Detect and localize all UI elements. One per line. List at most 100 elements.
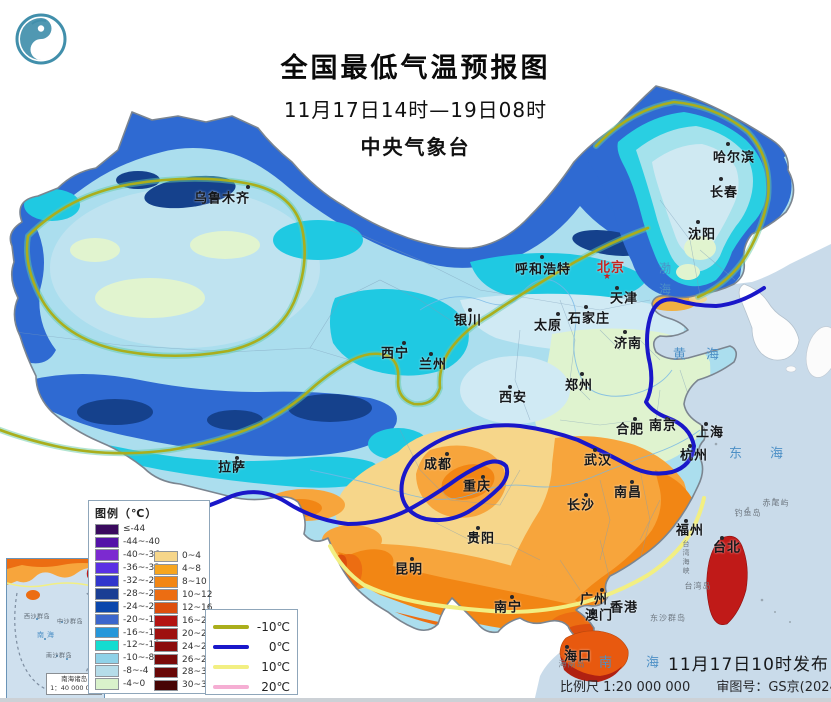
meteorological-logo-icon xyxy=(15,13,67,65)
legend-label: 24~26 xyxy=(182,641,213,652)
legend-label: 0~4 xyxy=(182,551,201,562)
legend-label: -40~-36 xyxy=(123,550,160,561)
legend-row: -24~-20 xyxy=(95,600,160,613)
isotherm-swatch xyxy=(213,685,249,689)
legend-row: -10~-8 xyxy=(95,652,160,665)
legend-swatch xyxy=(95,665,119,677)
legend-swatch xyxy=(95,588,119,600)
city-label-haikou: 海口 xyxy=(563,649,593,665)
image-bottom-edge xyxy=(0,698,831,702)
city-marker-guiyang xyxy=(476,526,480,530)
city-label-nanchang: 南昌 xyxy=(613,485,643,501)
legend-swatch xyxy=(154,589,178,601)
city-label-shanghai: 上海 xyxy=(695,425,725,441)
city-marker-hefei xyxy=(633,417,637,421)
japan-island xyxy=(805,326,831,378)
city-marker-changchun xyxy=(719,177,723,181)
city-label-taiyuan: 太原 xyxy=(533,318,563,334)
map-scale-line: 比例尺 1:20 000 000 审图号：GS京(2024)0236号 xyxy=(560,676,831,695)
legend-row: -32~-28 xyxy=(95,575,160,588)
city-marker-macau xyxy=(591,611,595,615)
legend-swatch xyxy=(154,640,178,653)
legend-label: 4~8 xyxy=(182,564,201,575)
legend-label: -12~-10 xyxy=(123,640,160,651)
isotherm-minus10 xyxy=(0,99,772,457)
isotherm-label: 10℃ xyxy=(261,660,290,674)
city-marker-harbin xyxy=(726,142,730,146)
inset-label-zhongsha: 中沙群岛 xyxy=(56,618,84,626)
legend-row: -36~-32 xyxy=(95,562,160,575)
sea-label-huanghai: 黄海 xyxy=(672,347,740,363)
inset-label-nansha: 南沙群岛 xyxy=(45,652,73,660)
inset-title: 南海诸岛 xyxy=(61,675,88,684)
legend-swatch xyxy=(95,562,119,574)
legend-label: 26~28 xyxy=(182,654,213,665)
city-label-yinchuan: 银川 xyxy=(453,313,483,329)
legend-row: -44~-40 xyxy=(95,536,160,549)
legend-swatch xyxy=(95,575,119,587)
island-label-hainandao: 海南岛 xyxy=(558,659,586,669)
city-marker-chengdu xyxy=(445,452,449,456)
legend-swatch xyxy=(154,653,178,666)
city-marker-nanchang xyxy=(630,480,634,484)
city-marker-xining xyxy=(402,341,406,345)
city-label-hongkong: 香港 xyxy=(609,600,639,616)
city-label-fuzhou: 福州 xyxy=(675,523,705,539)
legend-row: -8~-4 xyxy=(95,665,160,678)
isotherm-swatch xyxy=(213,625,249,629)
city-label-hefei: 合肥 xyxy=(615,422,645,438)
isotherm-swatch xyxy=(213,645,249,649)
isotherm-legend-row: 0℃ xyxy=(213,637,290,657)
city-marker-taipei xyxy=(720,536,724,540)
bohai-warm-patch xyxy=(648,295,696,311)
isotherm-legend-row: 10℃ xyxy=(213,657,290,677)
legend-label: -24~-20 xyxy=(123,601,160,612)
legend-swatch xyxy=(95,652,119,665)
city-label-lanzhou: 兰州 xyxy=(418,357,448,373)
city-label-hangzhou: 杭州 xyxy=(679,448,709,464)
legend-label: -16~-12 xyxy=(123,627,160,638)
legend-row: -4~0 xyxy=(95,678,160,691)
legend-label: -10~-8 xyxy=(123,653,155,664)
legend-label: -20~-16 xyxy=(123,614,160,625)
city-label-chengdu: 成都 xyxy=(423,457,453,473)
korea-landmass xyxy=(738,283,800,361)
legend-label: -4~0 xyxy=(123,679,146,690)
legend-swatch xyxy=(154,602,178,614)
city-label-shenyang: 沈阳 xyxy=(687,227,717,243)
city-marker-urumqi xyxy=(246,185,250,189)
city-label-xian: 西安 xyxy=(498,390,528,406)
legend-label: -28~-24 xyxy=(123,588,160,599)
legend-row: -28~-24 xyxy=(95,587,160,600)
legend-row: 12~16 xyxy=(154,602,212,615)
legend-label: -8~-4 xyxy=(123,666,149,677)
legend-row: ≤-44 xyxy=(95,523,160,536)
legend-row: 26~28 xyxy=(154,653,212,666)
isotherm-label: 20℃ xyxy=(261,680,290,694)
temperature-legend: 图例（℃） ≤-44 -44~-40 -40~-36 -36~-32 -32~-… xyxy=(88,500,213,694)
city-marker-nanning xyxy=(510,595,514,599)
city-label-chongqing: 重庆 xyxy=(462,479,492,495)
legend-row: -16~-12 xyxy=(95,626,160,639)
city-marker-lanzhou xyxy=(429,352,433,356)
isotherms xyxy=(0,99,772,614)
isotherm-swatch xyxy=(213,665,249,669)
city-marker-guangzhou xyxy=(600,588,604,592)
taiwan-island xyxy=(706,535,748,625)
legend-swatch xyxy=(95,601,119,613)
city-marker-haikou xyxy=(565,645,569,649)
city-label-shijiazhuang: 石家庄 xyxy=(567,311,611,327)
legend-row: 4~8 xyxy=(154,563,212,576)
legend-label: -32~-28 xyxy=(123,576,160,586)
legend-swatch xyxy=(154,679,178,692)
legend-label: 10~12 xyxy=(182,590,213,601)
isotherm-legend-row: -10℃ xyxy=(213,617,290,637)
inset-label-xisha: 西沙群岛 xyxy=(23,613,51,621)
city-label-harbin: 哈尔滨 xyxy=(712,150,756,166)
city-label-tianjin: 天津 xyxy=(609,291,639,307)
legend-swatch xyxy=(154,576,178,588)
city-label-macau: 澳门 xyxy=(584,608,614,624)
city-label-urumqi: 乌鲁木齐 xyxy=(193,191,251,207)
city-label-nanning: 南宁 xyxy=(493,600,523,616)
